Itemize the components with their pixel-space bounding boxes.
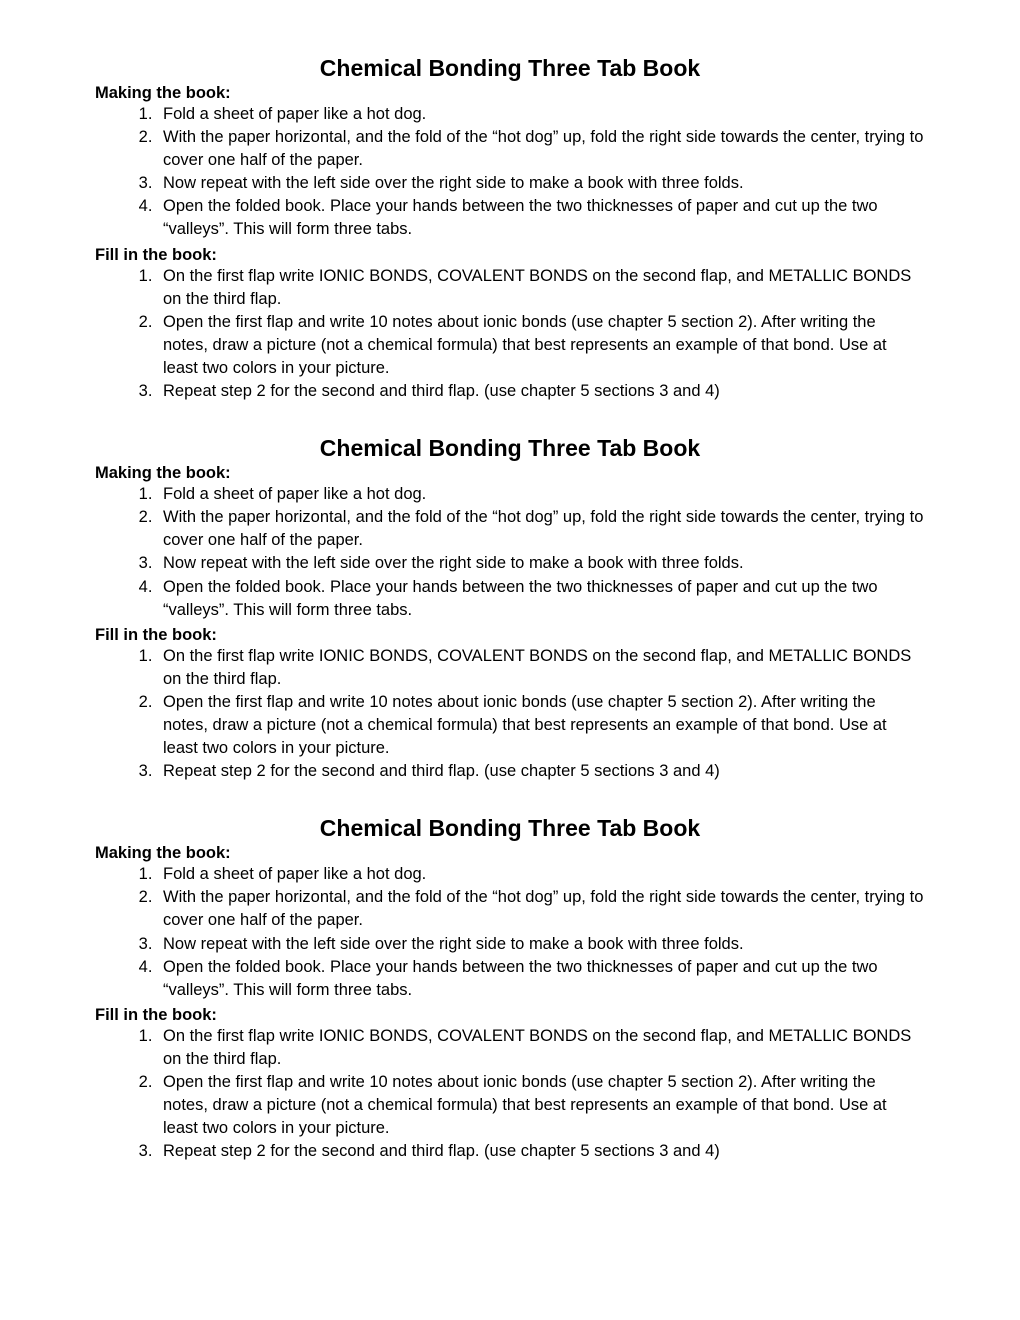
instruction-item: On the first flap write IONIC BONDS, COV… (157, 645, 925, 691)
instruction-item: Open the folded book. Place your hands b… (157, 195, 925, 241)
instruction-item: Fold a sheet of paper like a hot dog. (157, 483, 925, 506)
instruction-item: On the first flap write IONIC BONDS, COV… (157, 265, 925, 311)
document-instance: Chemical Bonding Three Tab Book Making th… (95, 815, 925, 1163)
document-instance: Chemical Bonding Three Tab Book Making th… (95, 55, 925, 403)
document-title: Chemical Bonding Three Tab Book (95, 435, 925, 462)
instruction-item: On the first flap write IONIC BONDS, COV… (157, 1025, 925, 1071)
instruction-list: On the first flap write IONIC BONDS, COV… (95, 645, 925, 784)
instruction-item: Now repeat with the left side over the r… (157, 552, 925, 575)
instruction-item: Repeat step 2 for the second and third f… (157, 1140, 925, 1163)
instruction-item: Open the first flap and write 10 notes a… (157, 311, 925, 380)
instruction-item: Repeat step 2 for the second and third f… (157, 380, 925, 403)
instruction-item: Repeat step 2 for the second and third f… (157, 760, 925, 783)
instruction-list: Fold a sheet of paper like a hot dog.Wit… (95, 483, 925, 622)
instruction-item: Fold a sheet of paper like a hot dog. (157, 103, 925, 126)
instruction-item: With the paper horizontal, and the fold … (157, 886, 925, 932)
section-heading: Fill in the book: (95, 246, 925, 265)
instruction-list: On the first flap write IONIC BONDS, COV… (95, 1025, 925, 1164)
instruction-item: With the paper horizontal, and the fold … (157, 506, 925, 552)
section-heading: Fill in the book: (95, 1006, 925, 1025)
instruction-item: Open the first flap and write 10 notes a… (157, 691, 925, 760)
instruction-item: Fold a sheet of paper like a hot dog. (157, 863, 925, 886)
document-title: Chemical Bonding Three Tab Book (95, 815, 925, 842)
instruction-item: With the paper horizontal, and the fold … (157, 126, 925, 172)
instruction-item: Open the folded book. Place your hands b… (157, 576, 925, 622)
section-heading: Making the book: (95, 84, 925, 103)
section-heading: Making the book: (95, 464, 925, 483)
instruction-list: Fold a sheet of paper like a hot dog.Wit… (95, 863, 925, 1002)
instruction-item: Now repeat with the left side over the r… (157, 172, 925, 195)
instruction-list: Fold a sheet of paper like a hot dog.Wit… (95, 103, 925, 242)
instruction-item: Open the first flap and write 10 notes a… (157, 1071, 925, 1140)
instruction-list: On the first flap write IONIC BONDS, COV… (95, 265, 925, 404)
document-instance: Chemical Bonding Three Tab Book Making th… (95, 435, 925, 783)
section-heading: Making the book: (95, 844, 925, 863)
instruction-item: Now repeat with the left side over the r… (157, 933, 925, 956)
document-title: Chemical Bonding Three Tab Book (95, 55, 925, 82)
instruction-item: Open the folded book. Place your hands b… (157, 956, 925, 1002)
section-heading: Fill in the book: (95, 626, 925, 645)
